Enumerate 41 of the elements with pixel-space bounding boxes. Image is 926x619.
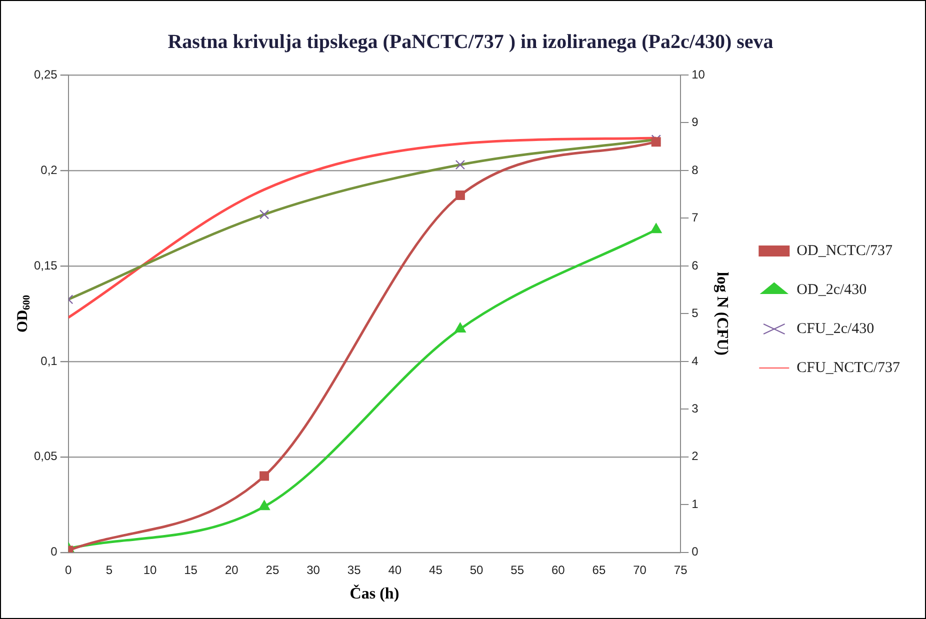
x-tick-label: 75 — [674, 562, 688, 577]
y2-tick-label: 8 — [692, 162, 699, 177]
x-tick-label: 65 — [592, 562, 606, 577]
x-tick-label: 0 — [65, 562, 72, 577]
legend-label: OD_2c/430 — [796, 282, 867, 298]
chart-title: Rastna krivulja tipskega (PaNCTC/737 ) in izoliranega (Pa2c/430) seva — [168, 31, 774, 54]
legend-label: CFU_2c/430 — [796, 320, 874, 337]
y2-tick-label: 2 — [692, 449, 699, 464]
y2-tick-label: 5 — [692, 306, 699, 320]
y-tick-label: 0,15 — [34, 258, 58, 272]
y2-tick-label: 1 — [692, 496, 699, 511]
x-tick-label: 5 — [106, 562, 113, 577]
x-axis-title: Čas (h) — [350, 584, 400, 603]
y2-tick-label: 7 — [692, 210, 699, 225]
legend-label: OD_NCTC/737 — [796, 242, 893, 259]
x-tick-label: 20 — [224, 562, 239, 577]
y-tick-label: 0,25 — [34, 67, 58, 82]
y2-tick-label: 4 — [692, 354, 699, 368]
x-tick-label: 10 — [143, 562, 157, 577]
x-tick-label: 60 — [551, 562, 566, 577]
x-tick-label: 70 — [633, 562, 647, 577]
x-tick-label: 50 — [470, 562, 484, 577]
y-tick-label: 0,2 — [40, 162, 58, 177]
y-axis-title: OD600 — [14, 294, 33, 332]
y-tick-label: 0,05 — [34, 449, 58, 464]
x-tick-label: 25 — [266, 562, 280, 577]
y2-tick-label: 9 — [692, 115, 699, 130]
y2-tick-label: 10 — [692, 67, 706, 82]
y2-tick-label: 0 — [692, 544, 699, 559]
y2-tick-label: 6 — [692, 258, 699, 272]
x-tick-label: 15 — [184, 562, 198, 577]
x-tick-label: 40 — [388, 562, 402, 577]
legend-label: CFU_NCTC/737 — [796, 360, 900, 376]
y2-tick-label: 3 — [692, 401, 699, 416]
y2-axis-title: log N (CFU) — [713, 272, 730, 356]
x-tick-label: 30 — [306, 562, 320, 577]
y-tick-label: 0 — [50, 544, 58, 559]
x-tick-label: 35 — [347, 562, 362, 577]
x-tick-label: 55 — [510, 562, 524, 577]
y-tick-label: 0,1 — [40, 354, 58, 368]
x-tick-label: 45 — [429, 562, 443, 577]
